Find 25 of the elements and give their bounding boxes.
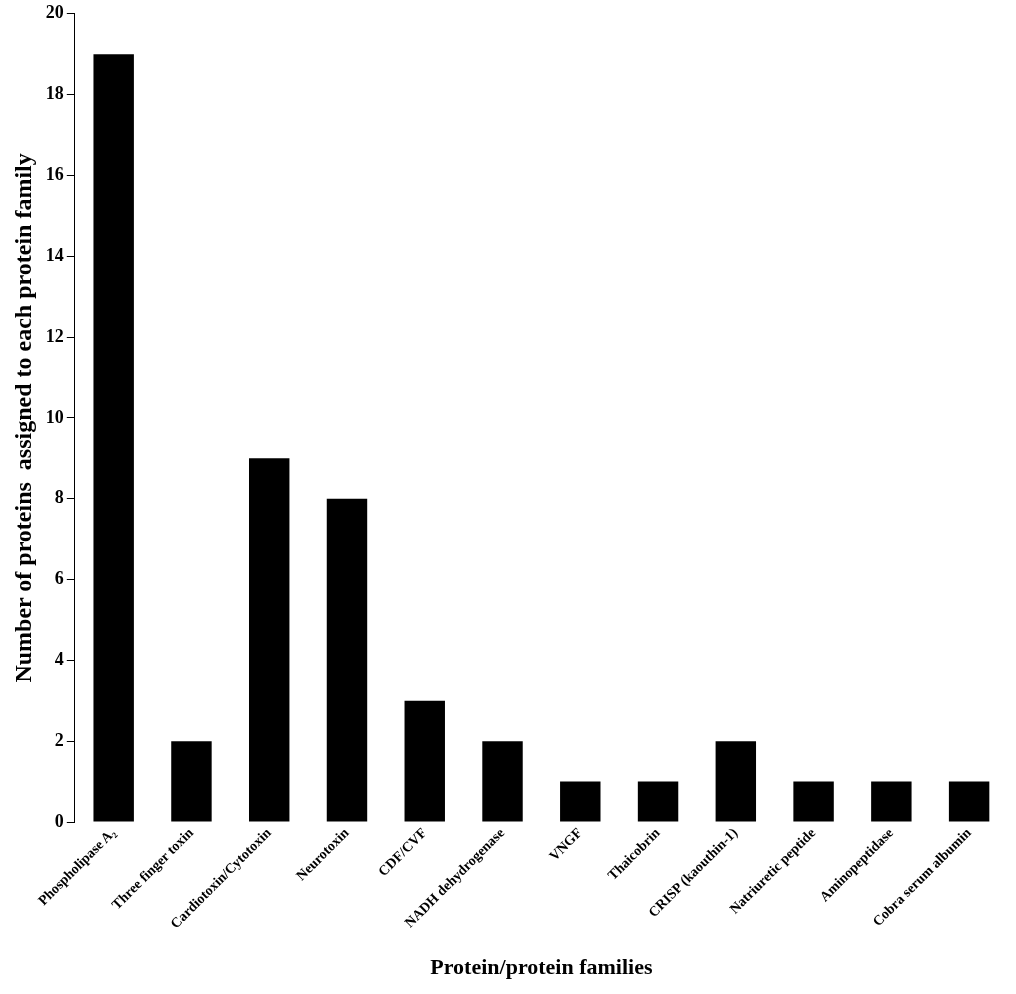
bar (871, 781, 912, 822)
y-tick-label: 10 (45, 406, 64, 427)
y-tick-label: 6 (54, 568, 64, 589)
bar (326, 498, 368, 822)
y-tick-label: 12 (45, 325, 64, 346)
bar (171, 741, 212, 822)
y-tick-label: 20 (45, 2, 64, 23)
y-tick-label: 18 (45, 83, 64, 104)
y-tick-label: 4 (54, 649, 64, 670)
y-tick-label: 14 (45, 244, 64, 265)
bar (948, 781, 990, 822)
y-tick-label: 16 (45, 164, 64, 185)
bar (715, 741, 757, 822)
y-tick-label: 2 (54, 729, 64, 750)
x-axis-title: Protein/protein families (430, 954, 653, 980)
y-axis-title: Number of proteins assigned to each protein family (9, 153, 36, 683)
bar (249, 458, 290, 822)
bar (404, 700, 445, 822)
y-tick-label: 8 (54, 487, 64, 508)
bar (793, 781, 834, 822)
bar (93, 54, 134, 822)
bar (637, 781, 679, 822)
bar (482, 741, 523, 822)
y-tick-label: 0 (54, 810, 64, 831)
bar (560, 781, 601, 822)
